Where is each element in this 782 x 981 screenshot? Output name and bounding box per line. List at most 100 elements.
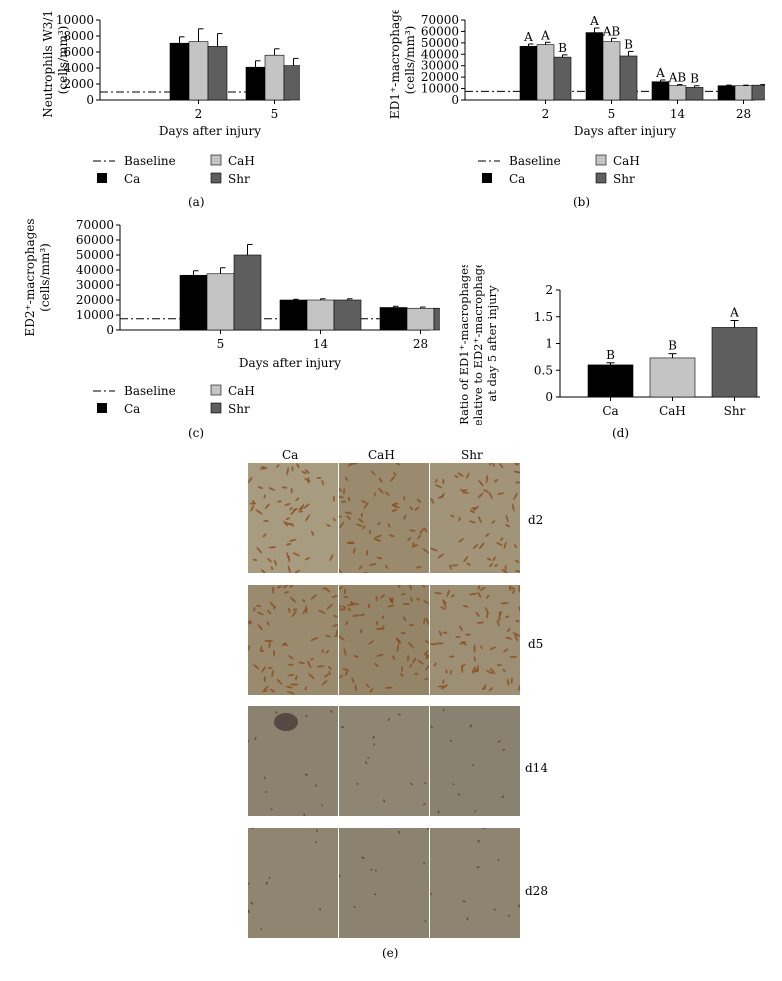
stained-cell	[498, 611, 502, 616]
stained-cell	[266, 609, 272, 615]
significance-letter: B	[606, 348, 615, 362]
stained-cell	[462, 900, 466, 903]
bar-ca	[519, 45, 538, 101]
row-label-d5: d5	[528, 637, 544, 651]
stained-cell	[287, 673, 295, 677]
stained-cell	[339, 674, 344, 679]
bar-ca	[717, 85, 736, 101]
bar-cah	[406, 307, 435, 331]
stained-cell	[505, 524, 511, 528]
stained-cell	[514, 544, 517, 549]
legend-b: Baseline Ca CaH Shr	[478, 153, 678, 193]
stained-cell	[466, 562, 471, 566]
stained-cell	[481, 687, 487, 690]
stained-cell	[257, 486, 264, 489]
bar-shr	[619, 55, 638, 101]
stained-cell	[292, 608, 298, 611]
legend-shr-swatch	[210, 172, 222, 184]
stained-cell	[437, 553, 445, 559]
stained-cell	[322, 587, 327, 590]
micrograph-background	[339, 463, 429, 573]
bar-shr	[283, 65, 300, 101]
stained-cell	[308, 673, 315, 680]
stained-cell	[282, 585, 289, 589]
stained-cell	[407, 654, 410, 662]
stained-cell	[497, 492, 505, 496]
stained-cell	[249, 502, 256, 505]
stained-cell	[288, 538, 297, 542]
stained-cell	[502, 748, 505, 751]
legend-cah-swatch	[210, 154, 222, 166]
stained-cell	[248, 882, 250, 885]
stained-cell	[513, 492, 518, 501]
stained-cell	[373, 538, 382, 542]
stained-cell	[314, 841, 317, 844]
stained-cell	[253, 607, 256, 612]
x-tick-label: 2	[195, 107, 203, 121]
stained-cell	[369, 563, 377, 566]
stained-cell	[330, 710, 333, 713]
stained-cell	[492, 556, 496, 562]
stained-cell	[328, 670, 331, 676]
stained-cell	[363, 501, 369, 510]
y-tick-label: 0	[106, 323, 114, 337]
stained-cell	[286, 466, 289, 476]
stained-cell	[509, 655, 518, 658]
significance-letter: AB	[602, 24, 621, 38]
stained-cell	[284, 503, 291, 506]
stained-cell	[353, 655, 359, 658]
chart-d: 0 0.5 1 1.5 2 Ratio of ED1⁺-macrophages relati…	[457, 265, 760, 425]
stained-cell	[268, 641, 271, 649]
stained-cell	[324, 673, 329, 678]
stained-cell	[248, 739, 250, 743]
stained-cell	[324, 587, 331, 593]
stained-cell	[451, 564, 459, 567]
stained-cell	[351, 602, 360, 606]
stained-cell	[259, 649, 265, 652]
stained-cell	[266, 621, 270, 626]
stained-cell	[329, 554, 334, 562]
stained-cell	[400, 632, 406, 635]
stained-cell	[302, 599, 306, 603]
stained-cell	[286, 690, 296, 695]
stained-cell	[310, 637, 319, 641]
stained-cell	[268, 876, 271, 879]
stained-cell	[400, 672, 404, 677]
legend-ca-swatch	[482, 173, 492, 183]
stained-cell	[489, 667, 496, 675]
stained-cell	[466, 917, 469, 921]
stained-cell	[304, 477, 311, 483]
stained-cell	[342, 605, 347, 609]
bar-ca	[587, 364, 634, 398]
panel-label-c: (c)	[188, 426, 205, 440]
stained-cell	[321, 804, 323, 807]
stained-cell	[263, 520, 269, 523]
bar-cah	[734, 85, 753, 101]
stained-cell	[368, 640, 374, 645]
stained-cell	[248, 644, 251, 653]
stained-cell	[483, 489, 489, 493]
stained-cell	[283, 520, 289, 527]
stained-cell	[345, 620, 349, 626]
stained-cell	[477, 839, 480, 843]
stained-cell	[478, 479, 484, 487]
significance-letter: A	[729, 305, 739, 319]
bar-shr	[553, 56, 572, 101]
stained-cell	[335, 627, 338, 637]
x-tick-label: Ca	[602, 404, 618, 418]
stained-cell	[422, 547, 429, 554]
stained-cell	[372, 735, 375, 739]
bar-shr	[207, 46, 228, 101]
stained-cell	[504, 564, 507, 571]
stained-cell	[354, 683, 358, 692]
stained-cell	[317, 609, 326, 614]
stained-cell	[305, 557, 310, 561]
stained-cell	[361, 856, 365, 859]
stained-cell	[416, 597, 421, 601]
stained-cell	[276, 585, 282, 589]
stained-cell	[493, 908, 496, 911]
stained-cell	[462, 605, 469, 608]
stained-cell	[325, 650, 330, 654]
x-tick-label: 5	[271, 107, 279, 121]
stained-cell	[485, 533, 490, 537]
